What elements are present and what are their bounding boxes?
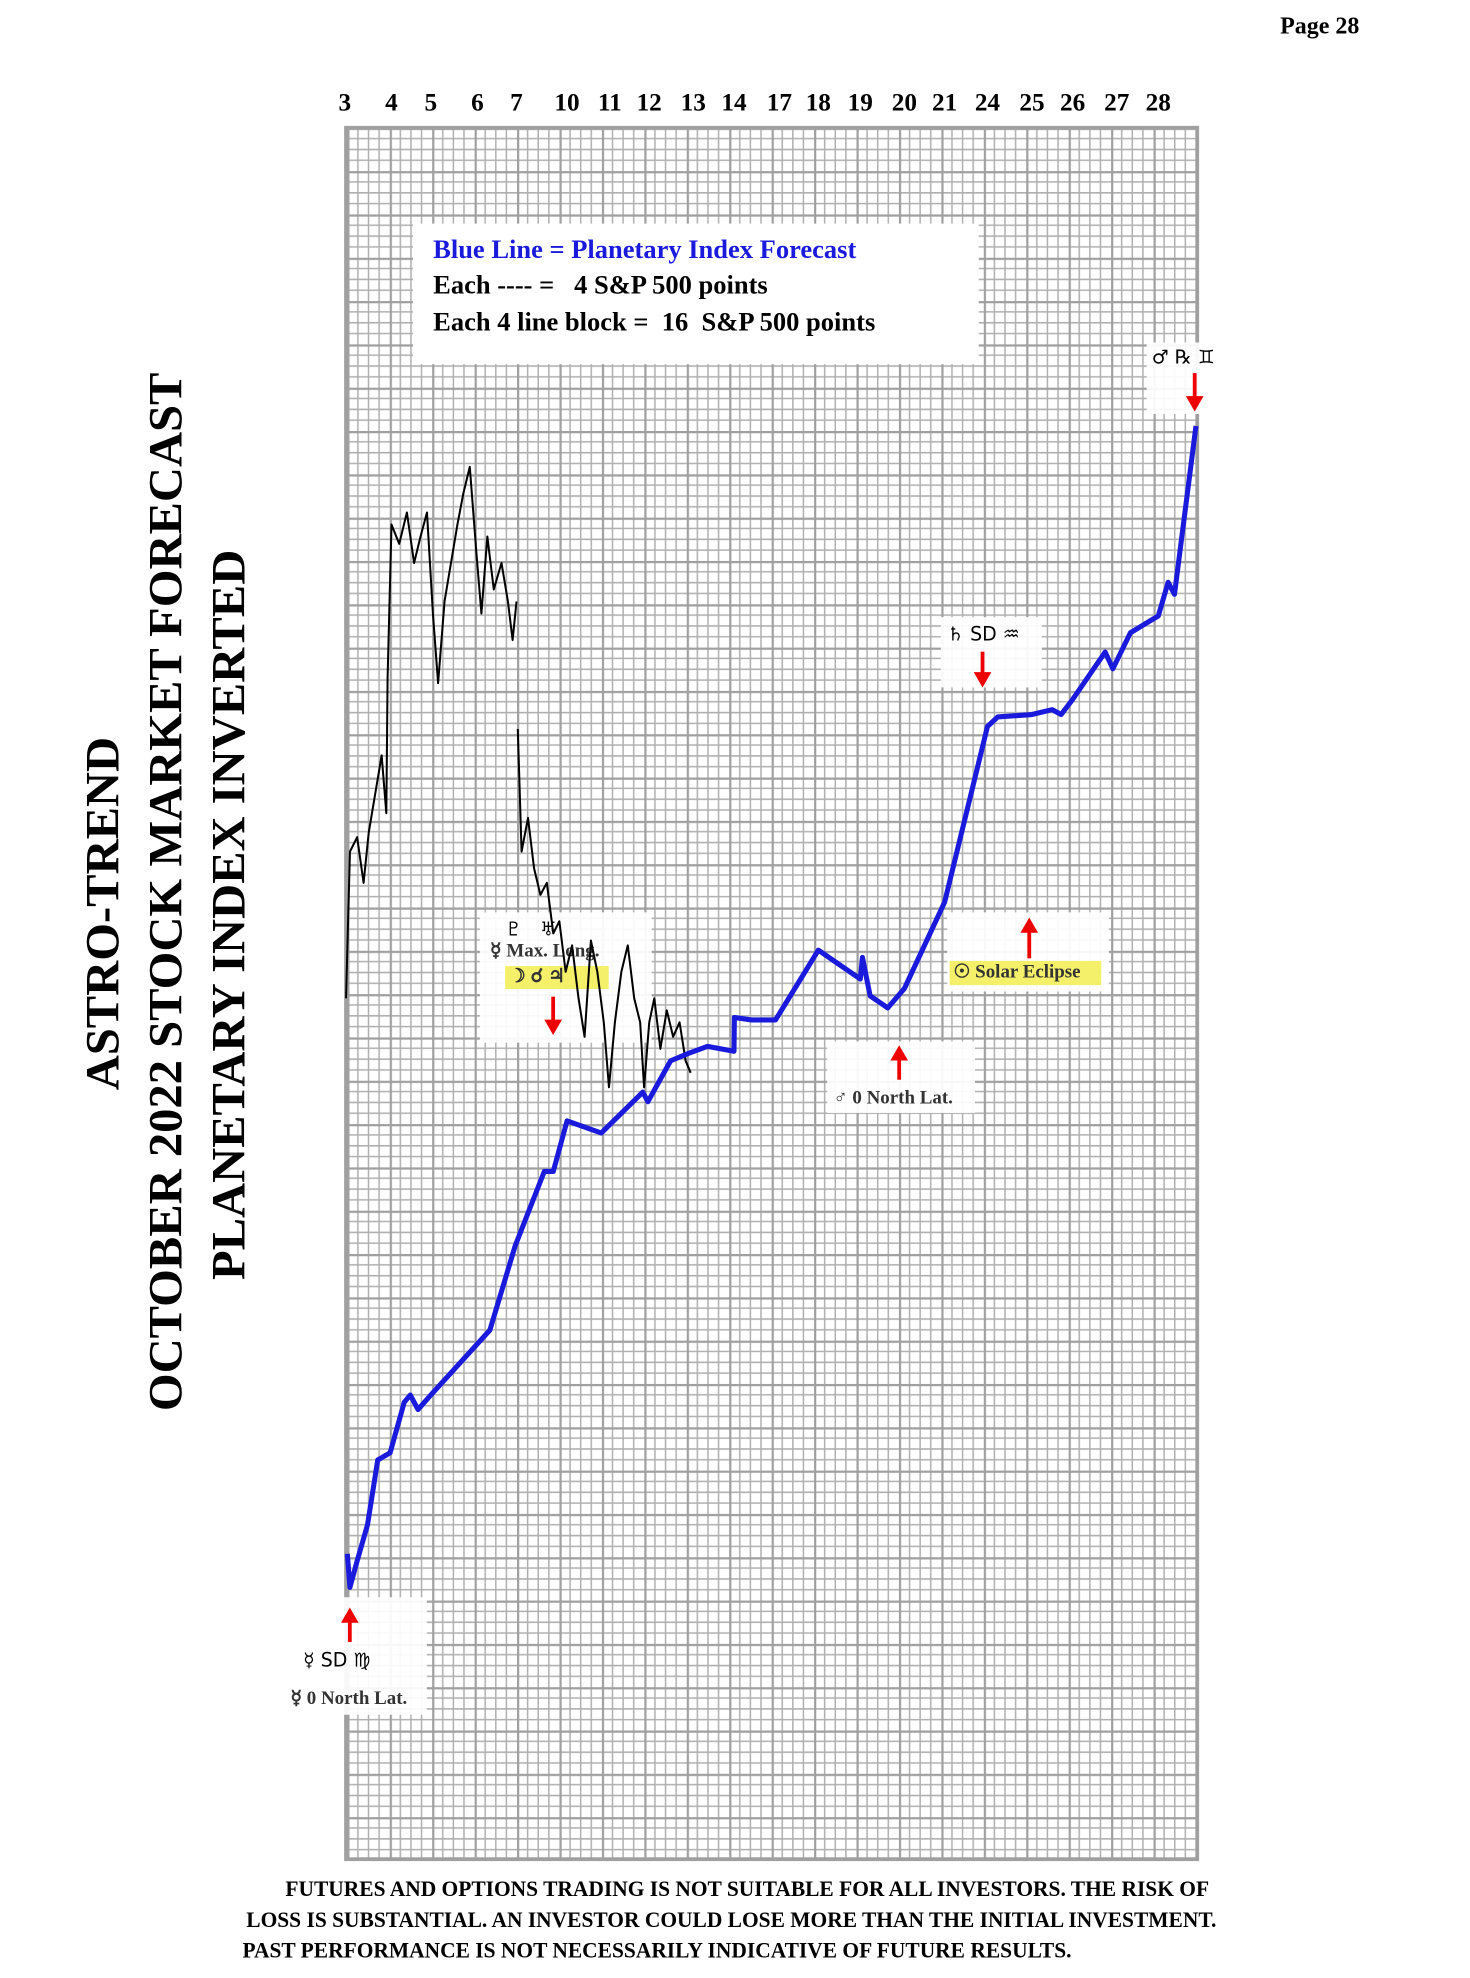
- x-tick-label: 17: [767, 89, 793, 117]
- x-tick-label: 10: [554, 89, 579, 117]
- x-tick-label: 24: [975, 89, 1001, 117]
- annotation-text: ♂ 0 North Lat.: [834, 1087, 953, 1108]
- legend-text: Each ---- = 4 S&P 500 points: [433, 270, 768, 300]
- x-tick-label: 28: [1146, 89, 1171, 117]
- chart-title: PLANETARY INDEX INVERTED: [203, 550, 256, 1280]
- chart-title: OCTOBER 2022 STOCK MARKET FORECAST: [140, 373, 193, 1412]
- x-tick-label: 20: [892, 89, 917, 117]
- annotation-highlight: ☉ Solar Eclipse: [953, 961, 1080, 982]
- x-tick-label: 7: [510, 89, 523, 117]
- x-tick-label: 19: [848, 89, 873, 117]
- x-tick-label: 18: [806, 89, 831, 117]
- x-tick-label: 3: [338, 89, 351, 117]
- annotation-symbols: ♄ SD ♒: [947, 623, 1020, 645]
- chart-title: ASTRO-TREND: [77, 737, 130, 1090]
- x-tick-label: 12: [637, 89, 662, 117]
- arrow-head: [1185, 396, 1204, 412]
- highlight: [505, 966, 609, 989]
- arrow-head: [890, 1045, 909, 1061]
- annotation-box: [940, 617, 1042, 688]
- legend-box: [412, 223, 979, 365]
- x-tick-label: 26: [1060, 89, 1085, 117]
- annotation-symbols: ♂ ℞ ♊: [1152, 346, 1215, 368]
- x-tick-label: 13: [681, 89, 706, 117]
- x-tick-label: 27: [1104, 89, 1130, 117]
- annotation-text: ☿ 0 North Lat.: [290, 1688, 407, 1709]
- legend-text: Each 4 line block = 16 S&P 500 points: [433, 307, 875, 337]
- arrow-head: [1020, 917, 1039, 933]
- arrow-head: [340, 1607, 359, 1623]
- x-tick-label: 25: [1019, 89, 1044, 117]
- highlight: [949, 960, 1102, 986]
- annotation-symbols: ☿ SD ♍: [303, 1650, 370, 1672]
- arrow-head: [973, 672, 992, 688]
- price-line: [345, 465, 692, 1089]
- chart-grid: [344, 125, 1200, 1862]
- x-tick-label: 11: [598, 89, 622, 117]
- disclaimer: FUTURES AND OPTIONS TRADING IS NOT SUITA…: [285, 1877, 1209, 1901]
- x-tick-label: 4: [385, 89, 398, 117]
- forecast-line: [344, 425, 1199, 1590]
- legend-text: Blue Line = Planetary Index Forecast: [433, 234, 856, 264]
- x-tick-label: 21: [932, 89, 957, 117]
- x-tick-label: 5: [425, 89, 438, 117]
- annotation-text: ☿ Max. Long.: [490, 940, 599, 961]
- page-number: Page 28: [1280, 13, 1359, 40]
- disclaimer: LOSS IS SUBSTANTIAL. AN INVESTOR COULD L…: [246, 1908, 1216, 1932]
- annotation-symbols: ♇ ♅: [505, 919, 557, 941]
- disclaimer: PAST PERFORMANCE IS NOT NECESSARILY INDI…: [242, 1938, 1071, 1962]
- annotation-highlight: ☽ ☌ ♃: [509, 966, 565, 987]
- x-tick-label: 14: [721, 89, 747, 117]
- x-tick-label: 6: [471, 89, 484, 117]
- arrow-head: [544, 1019, 562, 1035]
